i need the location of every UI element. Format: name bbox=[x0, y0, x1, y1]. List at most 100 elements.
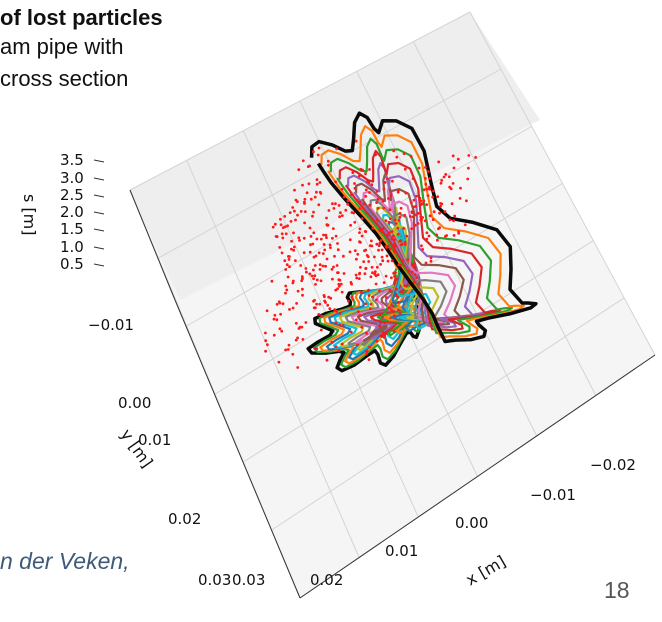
lost-particle bbox=[291, 279, 295, 283]
lost-particle bbox=[363, 272, 367, 276]
lost-particle bbox=[381, 163, 385, 167]
lost-particle bbox=[382, 206, 386, 210]
lost-particle bbox=[383, 321, 387, 324]
lost-particle bbox=[403, 213, 407, 217]
lost-particle bbox=[340, 187, 344, 191]
lost-particle bbox=[448, 218, 452, 222]
lost-particle bbox=[396, 232, 400, 236]
lost-particle bbox=[416, 222, 420, 225]
lost-particle bbox=[411, 215, 415, 219]
lost-particle bbox=[375, 201, 378, 205]
lost-particle bbox=[303, 202, 306, 205]
lost-particle bbox=[395, 155, 399, 159]
lost-particle bbox=[381, 259, 385, 263]
lost-particle bbox=[296, 289, 300, 293]
lost-particle bbox=[390, 259, 394, 263]
lost-particle bbox=[329, 246, 332, 250]
lost-particle bbox=[356, 310, 360, 313]
lost-particle bbox=[396, 296, 400, 299]
grid-line bbox=[271, 297, 625, 531]
lost-particle bbox=[311, 242, 315, 246]
lost-particle bbox=[334, 345, 338, 349]
lost-particle bbox=[371, 271, 374, 275]
lost-particle bbox=[275, 318, 279, 322]
lost-particle bbox=[342, 195, 346, 199]
lost-particle bbox=[397, 263, 401, 267]
lost-particle bbox=[330, 267, 334, 271]
z-tick bbox=[93, 228, 105, 232]
lost-particle bbox=[317, 146, 321, 150]
lost-particle bbox=[392, 310, 395, 314]
lost-particle bbox=[312, 255, 316, 259]
lost-particle bbox=[413, 223, 417, 227]
z-tick-label: 2.5 bbox=[60, 186, 84, 204]
lost-particle bbox=[444, 173, 448, 176]
lost-particle bbox=[385, 177, 389, 181]
lost-particle bbox=[376, 207, 380, 210]
lost-particle bbox=[358, 231, 361, 235]
lost-particle bbox=[414, 205, 418, 208]
lost-particle bbox=[280, 232, 284, 236]
lost-particle bbox=[334, 234, 338, 238]
x-tick-label: 0.02 bbox=[310, 571, 343, 589]
lost-particle bbox=[376, 273, 380, 277]
lost-particle bbox=[392, 242, 396, 246]
lost-particle bbox=[420, 202, 424, 206]
lost-particle bbox=[284, 348, 287, 352]
lost-particle bbox=[302, 251, 306, 255]
lost-particle bbox=[290, 247, 293, 251]
lost-particle bbox=[398, 211, 402, 215]
lost-particle bbox=[404, 242, 407, 246]
lost-particle bbox=[349, 330, 353, 334]
lost-particle bbox=[445, 234, 448, 237]
lost-particle bbox=[288, 308, 291, 311]
lost-particle bbox=[284, 268, 288, 271]
lost-particle bbox=[382, 187, 386, 191]
lost-particle bbox=[410, 211, 414, 215]
lost-particle bbox=[396, 300, 400, 304]
lost-particle bbox=[424, 166, 427, 169]
lost-particle bbox=[378, 242, 382, 245]
lost-particle bbox=[382, 281, 386, 284]
lost-particle bbox=[336, 287, 339, 291]
lost-particle bbox=[365, 332, 368, 335]
lost-particle bbox=[318, 268, 322, 271]
y-tick-label: 0.00 bbox=[118, 394, 151, 412]
lost-particle bbox=[399, 263, 403, 267]
lost-particle bbox=[293, 245, 296, 249]
lost-particle bbox=[317, 251, 321, 255]
z-tick bbox=[93, 159, 105, 163]
lost-particle bbox=[452, 234, 456, 237]
lost-particle bbox=[270, 279, 274, 283]
lost-particle bbox=[313, 274, 317, 278]
lost-particle bbox=[346, 199, 350, 203]
lost-particle bbox=[338, 278, 342, 282]
lost-particle bbox=[381, 227, 385, 231]
lost-particle bbox=[348, 250, 352, 254]
lost-particle bbox=[377, 244, 381, 248]
lost-particle bbox=[409, 201, 413, 204]
lost-particle bbox=[420, 244, 423, 248]
z-tick bbox=[93, 211, 105, 215]
lost-particle bbox=[399, 206, 403, 210]
lost-particle bbox=[278, 301, 282, 305]
lost-particle bbox=[393, 275, 396, 278]
lost-particle bbox=[272, 333, 276, 337]
z-tick-label: 3.5 bbox=[60, 151, 84, 169]
lost-particle bbox=[363, 230, 367, 233]
lost-particle bbox=[354, 139, 358, 143]
lost-particle bbox=[281, 302, 285, 306]
lost-particle bbox=[309, 235, 313, 238]
lost-particle bbox=[391, 179, 394, 183]
lost-particle bbox=[429, 259, 433, 263]
lost-particle bbox=[338, 284, 341, 288]
lost-particle bbox=[281, 226, 285, 230]
lost-particle bbox=[303, 197, 307, 201]
lost-particle bbox=[354, 318, 358, 322]
lost-particle bbox=[325, 216, 328, 220]
lost-particle bbox=[311, 214, 314, 218]
back-pane bbox=[130, 12, 540, 300]
lost-particle bbox=[271, 225, 275, 229]
lost-particle bbox=[467, 166, 470, 170]
lost-particle bbox=[315, 347, 319, 351]
